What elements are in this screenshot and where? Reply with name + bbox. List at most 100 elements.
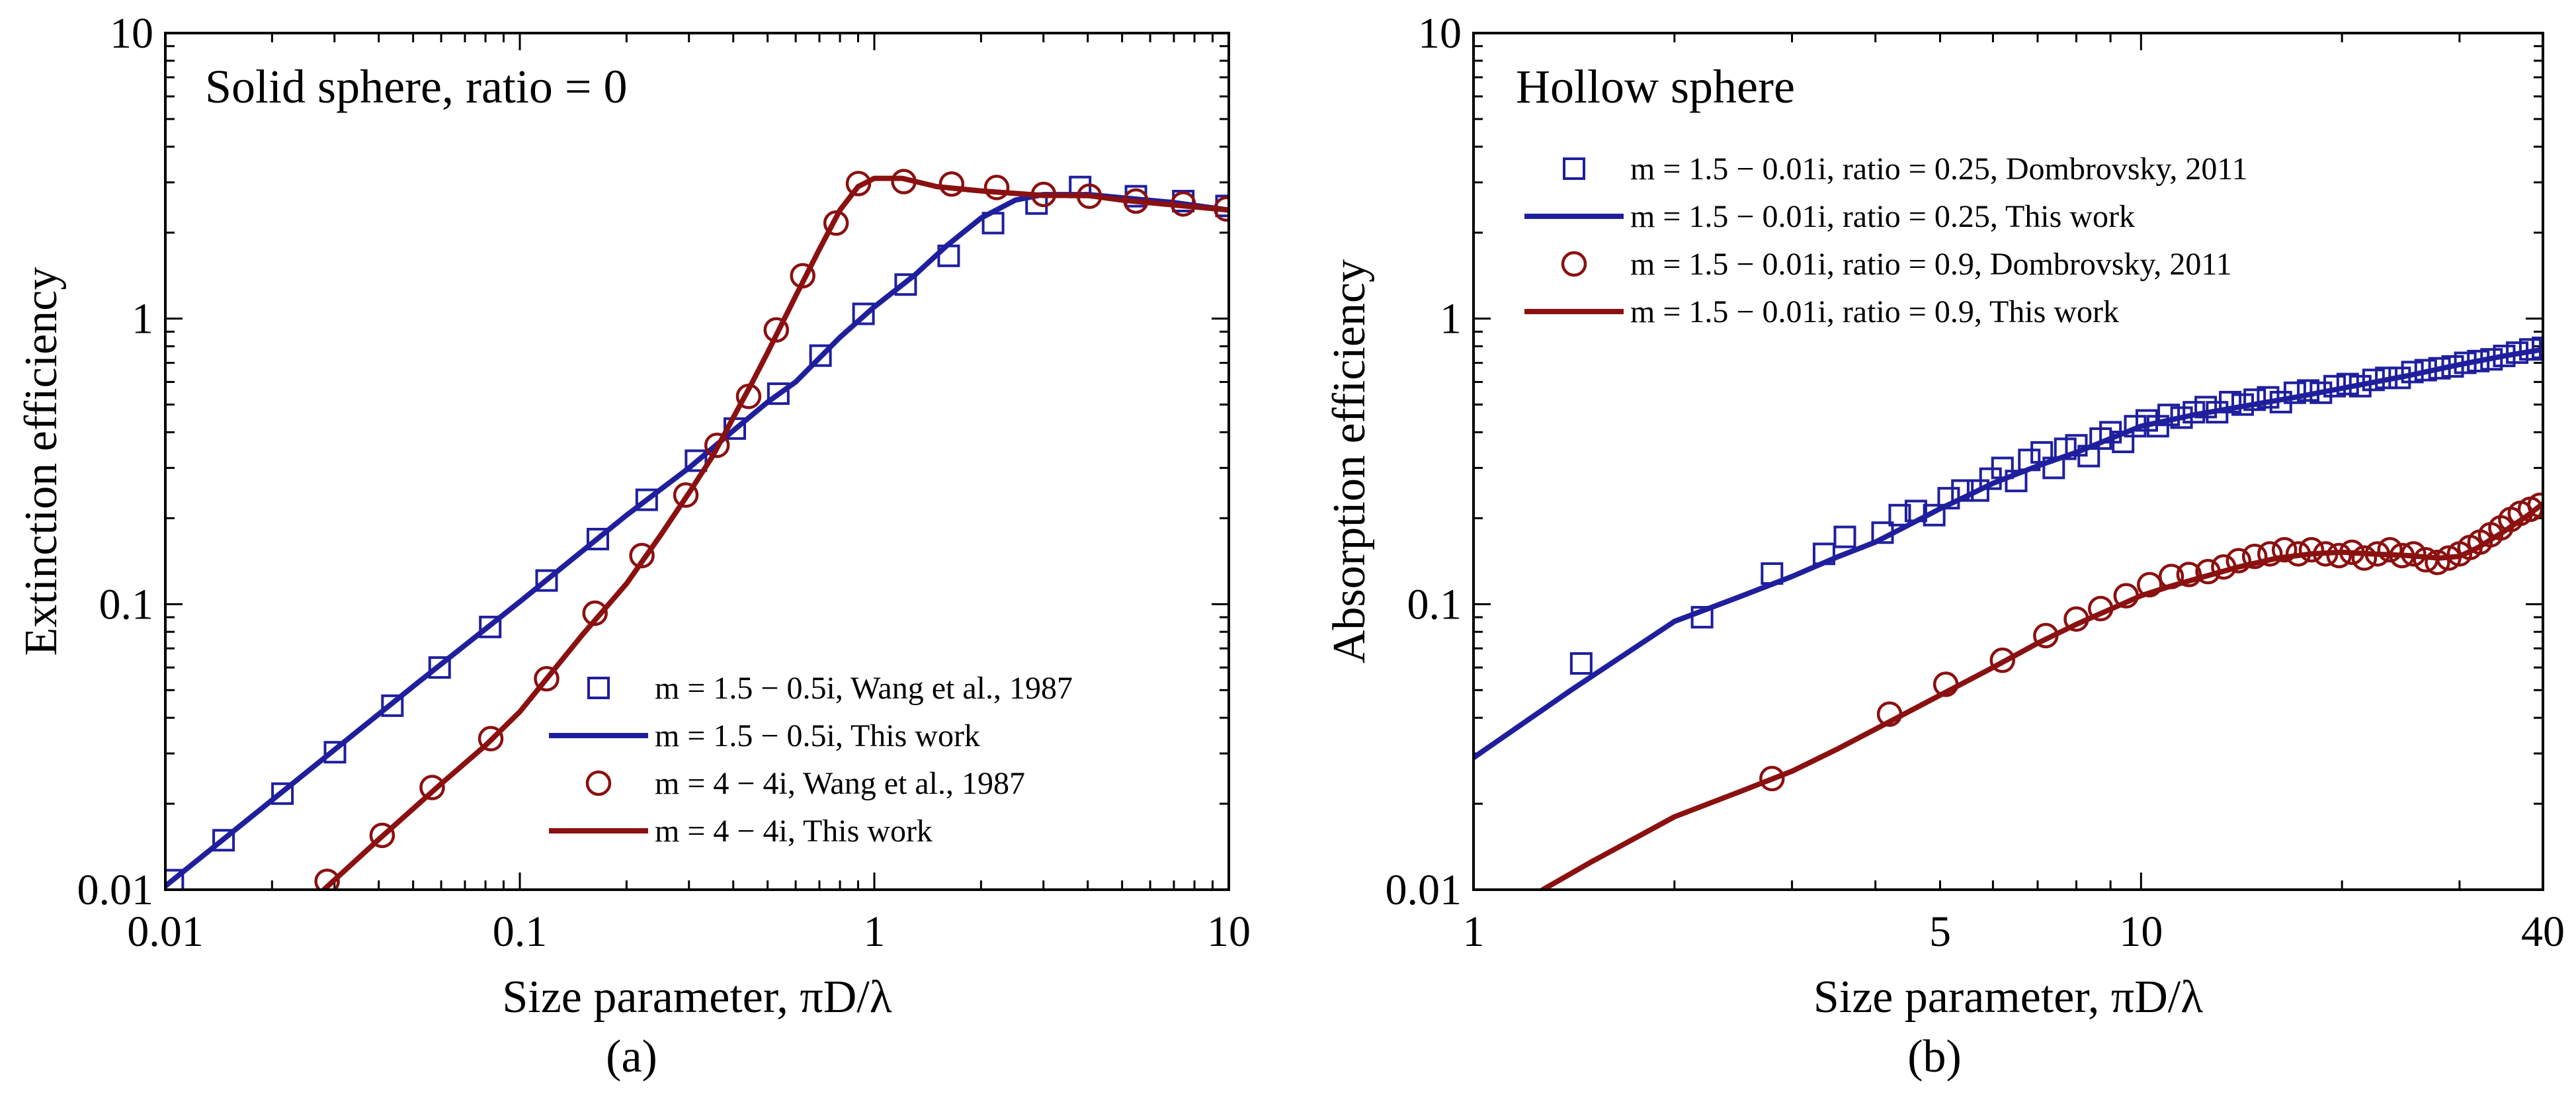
series-line (1474, 347, 2543, 761)
data-point-circle (2176, 562, 2202, 587)
x-tick-label: 1 (1463, 908, 1485, 956)
panel-caption: (b) (1907, 1031, 1962, 1082)
data-point-square (1569, 652, 1593, 675)
data-point-square (586, 527, 609, 550)
y-tick-label: 0.01 (1386, 866, 1462, 914)
data-point-circle (2241, 543, 2268, 570)
y-tick-label: 1 (132, 295, 153, 343)
data-point-square (212, 829, 235, 852)
legend-entry: m = 1.5 − 0.01i, ratio = 0.25, This work (1630, 199, 2135, 234)
data-point-square (767, 382, 790, 405)
data-point-circle (629, 542, 655, 569)
data-point-square (852, 302, 875, 325)
legend-entry: m = 1.5 − 0.01i, ratio = 0.9, Dombrovsky… (1630, 247, 2232, 282)
legend-entry: m = 1.5 − 0.5i, This work (655, 718, 980, 753)
data-point-circle (983, 175, 1010, 200)
data-point-circle (673, 482, 699, 508)
data-point-square (271, 782, 294, 805)
data-point-square (428, 656, 451, 679)
data-point-circle (1989, 647, 2016, 673)
data-point-square (809, 344, 832, 367)
legend-circle-swatch (585, 770, 612, 796)
data-point-square (2219, 390, 2242, 413)
panel-title: Solid sphere, ratio = 0 (205, 60, 628, 113)
data-point-circle (478, 726, 504, 751)
plot-frame (164, 32, 1230, 891)
panel-b: 1 5 10 40 0.01 0.1 1 10 Hollow sphere Size parame… (1324, 9, 2565, 1082)
data-point-square (685, 449, 708, 472)
legend-circle-swatch (1561, 251, 1587, 277)
data-point-square (2194, 396, 2218, 419)
data-point-square (2257, 386, 2280, 409)
data-point-circle (2527, 492, 2543, 519)
data-point-square (635, 488, 658, 511)
series-line (1540, 501, 2543, 890)
data-point-circle (2377, 536, 2403, 563)
legend-entry: m = 1.5 − 0.01i, ratio = 0.9, This work (1630, 294, 2119, 329)
axis-ticks (164, 33, 1229, 891)
x-tick-label: 10 (1207, 908, 1251, 956)
data-point-circle (2257, 541, 2283, 567)
data-point-circle (369, 822, 395, 849)
data-point-square (381, 694, 404, 717)
y-axis-label: Absorption efficiency (1324, 259, 1375, 663)
data-point-circle (2298, 536, 2325, 563)
data-point-circle (2271, 536, 2298, 563)
x-tick-label: 0.1 (493, 908, 548, 956)
data-point-square (2243, 388, 2266, 411)
data-point-circle (938, 171, 965, 197)
data-point-square (2005, 470, 2028, 493)
y-tick-label: 0.01 (77, 866, 154, 914)
x-tick-label: 40 (2521, 908, 2565, 956)
plot-frame (1472, 32, 2544, 891)
x-tick-label: 1 (864, 908, 886, 956)
y-tick-label: 0.1 (99, 580, 154, 628)
panel-caption: (a) (606, 1031, 657, 1082)
data-point-square (2532, 336, 2543, 359)
x-axis-label: Size parameter, πD/λ (1813, 972, 2203, 1023)
y-tick-label: 1 (1440, 295, 1462, 343)
data-point-square (323, 741, 347, 764)
series-group (165, 169, 1229, 890)
legend: m = 1.5 − 0.01i, ratio = 0.25, Dombrovsk… (1524, 151, 2248, 329)
legend-entry: m = 4 − 4i, This work (655, 814, 933, 849)
y-tick-label: 0.1 (1407, 580, 1462, 628)
data-point-circle (763, 317, 790, 343)
x-axis-label: Size parameter, πD/λ (502, 972, 892, 1023)
legend-entry: m = 1.5 − 0.5i, Wang et al., 1987 (655, 671, 1073, 706)
data-point-circle (2137, 572, 2163, 598)
legend: m = 1.5 − 0.5i, Wang et al., 1987 m = 1.5… (549, 671, 1073, 849)
data-point-square (535, 569, 558, 592)
data-point-square (1888, 503, 1911, 527)
x-tick-label: 0.01 (127, 908, 204, 956)
series-group (1474, 336, 2543, 890)
data-point-square (479, 615, 502, 638)
x-tick-label: 5 (1929, 908, 1951, 956)
legend-square-swatch (1563, 157, 1585, 180)
data-point-circle (2225, 548, 2252, 574)
data-point-square (894, 273, 917, 296)
data-point-square (2157, 404, 2181, 427)
legend-square-swatch (587, 677, 610, 699)
data-point-square (1966, 479, 1989, 502)
data-point-circle (704, 432, 730, 458)
data-point-circle (419, 775, 445, 800)
y-axis-label: Extinction efficiency (16, 267, 67, 656)
legend-entry: m = 4 − 4i, Wang et al., 1987 (655, 766, 1025, 801)
data-point-circle (2351, 545, 2378, 571)
x-tick-label: 10 (2119, 908, 2163, 956)
data-point-circle (534, 665, 560, 692)
y-tick-label: 10 (110, 9, 153, 58)
data-point-circle (582, 600, 608, 626)
panel-a: 0.01 0.1 1 10 0.01 0.1 1 10 Solid sphere, ratio … (16, 9, 1251, 1082)
series-line (321, 175, 1229, 890)
legend-entry: m = 1.5 − 0.01i, ratio = 0.25, Dombrovsk… (1630, 151, 2248, 187)
data-point-circle (314, 869, 340, 890)
data-point-square (1833, 525, 1856, 548)
data-point-square (165, 869, 185, 890)
y-tick-label: 10 (1418, 9, 1462, 58)
data-point-circle (2425, 550, 2450, 575)
data-point-circle (1759, 765, 1785, 792)
panel-title: Hollow sphere (1516, 60, 1795, 113)
